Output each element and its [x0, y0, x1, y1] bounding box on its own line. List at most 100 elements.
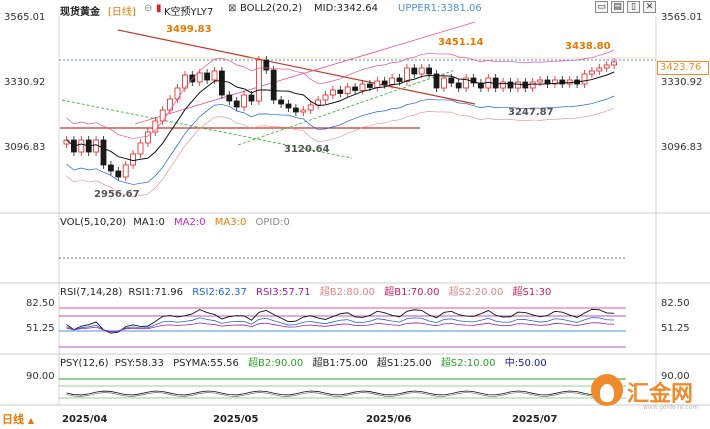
volume-ma2: MA2:0	[174, 217, 206, 228]
price-axis-left-1: 3565.01	[4, 12, 46, 23]
candle-body	[455, 82, 462, 89]
rsi2-value: RSI2:62.37	[192, 287, 247, 298]
psy-value: PSY:58.33	[114, 358, 164, 369]
rsi-s2-value: 超S2:20.00	[448, 287, 504, 298]
candle-body	[122, 164, 129, 178]
candle-body	[396, 77, 403, 82]
candle-body	[233, 100, 240, 108]
candle-body	[263, 59, 270, 71]
candle-body	[440, 77, 447, 89]
candle-body	[403, 67, 410, 82]
candle-body	[248, 94, 255, 102]
candle-body	[144, 131, 151, 144]
instrument-name: 现货黄金	[60, 7, 100, 18]
candle-body	[366, 83, 373, 88]
rsi1-line	[66, 308, 615, 334]
x-axis-label-1: 2025/04	[62, 414, 108, 425]
psy-s1-value: 超S1:25.00	[376, 358, 432, 369]
candle-body	[152, 120, 159, 133]
rsi-axis-right-1: 82.50	[661, 298, 690, 309]
candle-body	[426, 67, 433, 75]
trend-line	[117, 29, 476, 105]
psy-mid-value: 中:50.00	[504, 358, 547, 369]
mid-line	[66, 71, 615, 162]
x-axis-label-4: 2025/07	[512, 414, 558, 425]
candle-body	[108, 164, 114, 172]
candle-body	[359, 83, 366, 91]
candle-body	[411, 67, 418, 75]
psy-panel-title: PSY(12,6) PSY:58.33 PSYMA:55.56 超B2:90.0…	[60, 359, 547, 369]
rsi1-value: RSI1:71.96	[128, 287, 184, 298]
candle-body	[433, 73, 440, 89]
candle-body	[174, 87, 181, 100]
candle-body	[603, 64, 610, 69]
maximize-icon[interactable]: ▯	[627, 1, 640, 13]
rsi-axis-right-2: 51.25	[661, 323, 690, 334]
candle-body	[255, 59, 262, 102]
price-axis-left-2: 3330.92	[4, 77, 46, 88]
annotation-low-1: 2956.67	[94, 189, 140, 200]
candle-body	[159, 109, 166, 122]
price-axis-left-3: 3096.83	[4, 142, 46, 153]
candle-body	[374, 80, 381, 88]
candle-body	[515, 81, 521, 89]
candle-body	[507, 81, 514, 89]
window-icon[interactable]: ▤	[611, 1, 624, 13]
candle-body	[581, 73, 588, 85]
minimize-icon[interactable]: ▭	[595, 1, 608, 13]
candlesticks	[63, 56, 617, 181]
boll-lower-line	[66, 95, 615, 185]
candle-body	[322, 94, 329, 101]
rsi-b1-value: 超B1:70.00	[384, 287, 440, 298]
settings-icon[interactable]: ⊖	[144, 3, 153, 14]
annotation-high-3: 3438.80	[565, 41, 611, 52]
candle-body	[78, 139, 85, 153]
rsi-b2-value: 超B2:80.00	[319, 287, 376, 298]
rsi-chart-layer	[59, 307, 626, 348]
volume-ma1: MA1:0	[133, 217, 165, 228]
chart-header: 现货黄金 [日线] ⊖ ▮ K空预YLY7 ⊠ BOLL2(20,2) MID:…	[0, 0, 710, 18]
candle-body	[226, 94, 233, 102]
rsi3-value: RSI3:57.71	[256, 287, 311, 298]
main-chart-layer	[60, 21, 656, 197]
candle-body	[352, 86, 359, 91]
candle-icon: ▮	[156, 3, 162, 14]
candle-body	[241, 94, 248, 108]
candle-body	[307, 104, 314, 111]
candle-body	[589, 70, 595, 75]
price-axis-right-3: 3096.83	[661, 142, 703, 153]
boll-icon: ⊠	[228, 3, 237, 14]
rsi-axis-left-1: 82.50	[26, 298, 55, 309]
trend-line	[61, 99, 353, 159]
candle-body	[559, 79, 566, 85]
x-axis-label-3: 2025/06	[366, 414, 412, 425]
annotation-high-2: 3451.14	[438, 37, 484, 48]
annotation-low-2: 3120.64	[284, 144, 330, 155]
candle-body	[196, 72, 203, 83]
psy-s2-value: 超S2:10.00	[440, 358, 496, 369]
candle-body	[270, 69, 277, 101]
volume-title: VOL(5,10,20)	[60, 217, 127, 228]
watermark-logo: 汇金网 www.gold678.com	[591, 370, 709, 414]
candle-body	[100, 139, 107, 166]
psy-title: PSY(12,6)	[60, 358, 109, 369]
period-selector[interactable]: 日线 ▲	[2, 414, 34, 425]
candle-body	[167, 98, 174, 111]
period-label[interactable]: [日线]	[108, 7, 136, 18]
logo-text: 汇金网	[627, 382, 694, 407]
close-icon[interactable]: ✕	[643, 1, 656, 13]
candle-body	[463, 77, 470, 89]
annotation-high-1: 3499.83	[166, 24, 212, 35]
boll-label[interactable]: BOLL2(20,2)	[240, 3, 303, 14]
indicator-name[interactable]: K空预YLY7	[164, 7, 214, 18]
rsi-panel-title: RSI(7,14,28) RSI1:71.96 RSI2:62.37 RSI3:…	[60, 288, 551, 298]
channel-line	[134, 21, 476, 125]
triangle-up-icon: ▲	[27, 416, 34, 425]
candle-body	[596, 67, 603, 72]
psyma-value: PSYMA:55.56	[173, 358, 239, 369]
candle-body	[552, 79, 558, 85]
price-axis-right-1: 3565.01	[661, 12, 703, 23]
period-selector-label: 日线	[2, 413, 24, 426]
x-axis-label-2: 2025/05	[213, 414, 259, 425]
